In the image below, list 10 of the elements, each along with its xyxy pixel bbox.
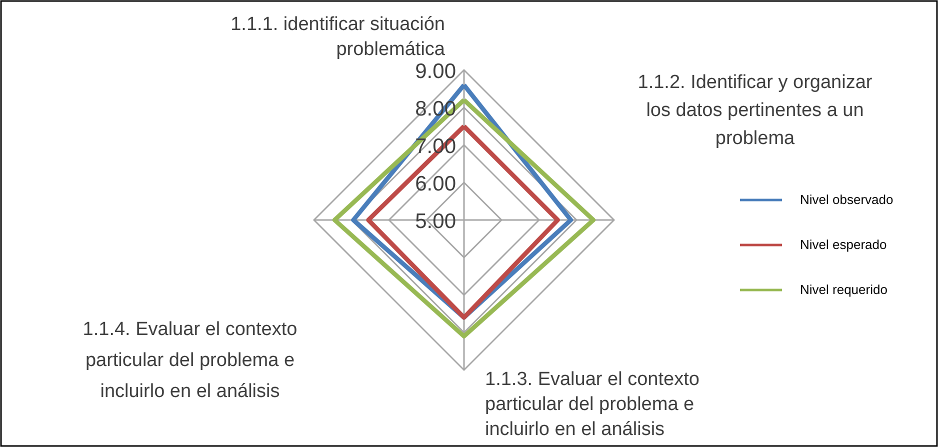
y-tick-label: 6.00 (415, 172, 456, 196)
spoke-label: 1.1.1. identificar situación problemática (230, 14, 446, 60)
spoke-label: 1.1.2. Identificar y organizar los datos pertinentes a un problema (638, 72, 873, 149)
spoke-label: 1.1.4. Evaluar el contexto particular del problema e incluirlo en el análisis (82, 319, 298, 402)
legend-label: Nivel observado (800, 192, 894, 207)
legend-label: Nivel esperado (800, 237, 887, 252)
y-tick-label: 9.00 (415, 60, 456, 83)
legend-label: Nivel requerido (800, 282, 888, 297)
spoke-label: 1.1.3. Evaluar el contexto particular del problema e incluirlo en el análisis (485, 369, 700, 440)
y-tick-label: 5.00 (415, 210, 456, 233)
